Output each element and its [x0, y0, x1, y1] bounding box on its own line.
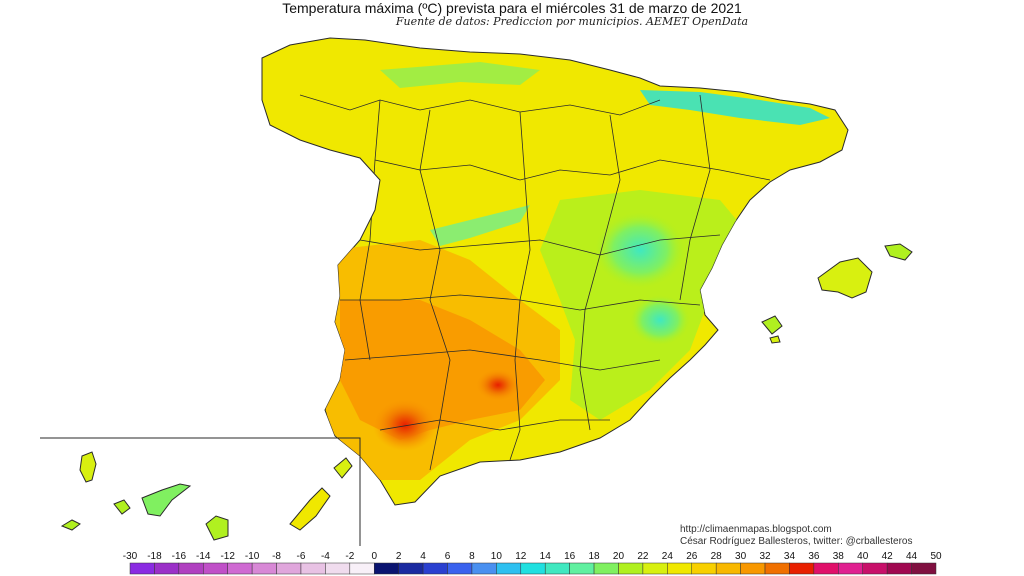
legend-swatch [618, 562, 644, 575]
legend-tick-label: -8 [272, 551, 281, 562]
legend-tick-label: -12 [220, 551, 235, 562]
legend-ticks: -30 -18 -16 -14 -12 -10 -8 -6 -4 -2 0 2 4 6 8 10 12 14 16 1… [123, 551, 942, 562]
legend-swatch [740, 562, 766, 575]
legend-tick-label: 16 [564, 551, 576, 562]
legend-tick-label: 36 [808, 551, 820, 562]
legend-tick-label: 42 [882, 551, 894, 562]
legend-tick-label: 22 [637, 551, 649, 562]
legend-swatch [593, 562, 619, 575]
color-legend: -30 -18 -16 -14 -12 -10 -8 -6 -4 -2 0 2 4 6 8 10 12 14 16 1… [123, 551, 942, 575]
inset-frame [40, 437, 361, 546]
legend-tick-label: 24 [662, 551, 674, 562]
legend-tick-label: 8 [469, 551, 475, 562]
legend-tick-label: 32 [759, 551, 771, 562]
legend-swatch [373, 562, 399, 575]
legend-swatch [667, 562, 693, 575]
ibiza [761, 315, 783, 335]
legend-tick-label: 20 [613, 551, 625, 562]
credits-url: http://climaenmapas.blogspot.com [680, 524, 832, 535]
hotspot-jaen [476, 369, 520, 401]
legend-swatch [276, 562, 302, 575]
cool-central-system [430, 205, 530, 246]
legend-tick-label: 14 [540, 551, 552, 562]
legend-tick-label: -18 [147, 551, 162, 562]
temperature-map [40, 37, 913, 546]
legend-swatch [203, 562, 228, 575]
legend-swatch [813, 562, 839, 575]
balearic-islands [761, 243, 913, 344]
legend-tick-label: 30 [735, 551, 747, 562]
legend-swatch [325, 562, 351, 575]
fuerteventura [289, 487, 331, 531]
legend-swatch [422, 562, 448, 575]
legend-swatch [838, 562, 863, 575]
legend-swatch [349, 562, 375, 575]
legend-tick-label: 34 [784, 551, 796, 562]
legend-tick-label: 44 [906, 551, 918, 562]
legend-tick-label: 18 [588, 551, 600, 562]
legend-swatch [544, 562, 570, 575]
province-borders [299, 94, 771, 471]
legend-tick-label: -4 [321, 551, 330, 562]
legend-swatch [251, 562, 277, 575]
legend-swatch [911, 562, 937, 575]
map-title: Temperatura máxima (ºC) prevista para el… [282, 0, 742, 16]
legend-swatch [520, 562, 546, 575]
legend-swatch [129, 562, 155, 575]
cool-cantabria [380, 62, 540, 88]
legend-swatches [129, 562, 937, 575]
canary-islands-inset [40, 437, 361, 546]
la-gomera [113, 499, 131, 515]
legend-swatch [154, 562, 180, 575]
data-source-subtitle: Fuente de datos: Prediccion por municipi… [395, 15, 749, 28]
legend-swatch [178, 562, 204, 575]
legend-tick-label: 4 [420, 551, 426, 562]
menorca [884, 243, 913, 261]
credits: http://climaenmapas.blogspot.com César R… [680, 524, 912, 548]
legend-tick-label: 26 [686, 551, 698, 562]
legend-tick-label: -30 [123, 551, 138, 562]
legend-tick-label: 50 [930, 551, 942, 562]
legend-swatch [300, 562, 326, 575]
tenerife [141, 483, 192, 517]
legend-swatch [764, 562, 790, 575]
el-hierro [60, 519, 81, 531]
legend-swatch [496, 562, 522, 575]
legend-tick-label: 12 [515, 551, 527, 562]
credits-author: César Rodríguez Ballesteros, twitter: @c… [680, 536, 913, 547]
legend-tick-label: 6 [445, 551, 451, 562]
legend-swatch [886, 562, 912, 575]
legend-tick-label: -2 [345, 551, 354, 562]
legend-swatch [569, 562, 595, 575]
legend-tick-label: 2 [396, 551, 402, 562]
legend-swatch [862, 562, 888, 575]
legend-tick-label: -14 [196, 551, 211, 562]
formentera [769, 335, 781, 344]
cool-pyrenees [640, 90, 830, 125]
legend-swatch [447, 562, 473, 575]
legend-tick-label: 38 [833, 551, 845, 562]
mallorca [817, 257, 873, 299]
lanzarote [333, 457, 353, 479]
legend-swatch [398, 562, 424, 575]
legend-tick-label: 0 [371, 551, 377, 562]
la-palma [79, 451, 97, 483]
legend-tick-label: -16 [172, 551, 187, 562]
legend-swatch [715, 562, 741, 575]
gran-canaria [205, 515, 229, 541]
legend-tick-label: -10 [245, 551, 260, 562]
legend-tick-label: 10 [491, 551, 503, 562]
legend-swatch [227, 562, 253, 575]
cool-valencia-coast [630, 295, 690, 345]
legend-swatch [789, 562, 815, 575]
legend-tick-label: 40 [857, 551, 869, 562]
legend-swatch [642, 562, 668, 575]
legend-swatch [691, 562, 717, 575]
hotspot-sevilla [373, 399, 437, 451]
legend-tick-label: 28 [711, 551, 723, 562]
legend-tick-label: -6 [297, 551, 306, 562]
legend-swatch [471, 562, 497, 575]
cool-iberian-system [595, 212, 685, 288]
